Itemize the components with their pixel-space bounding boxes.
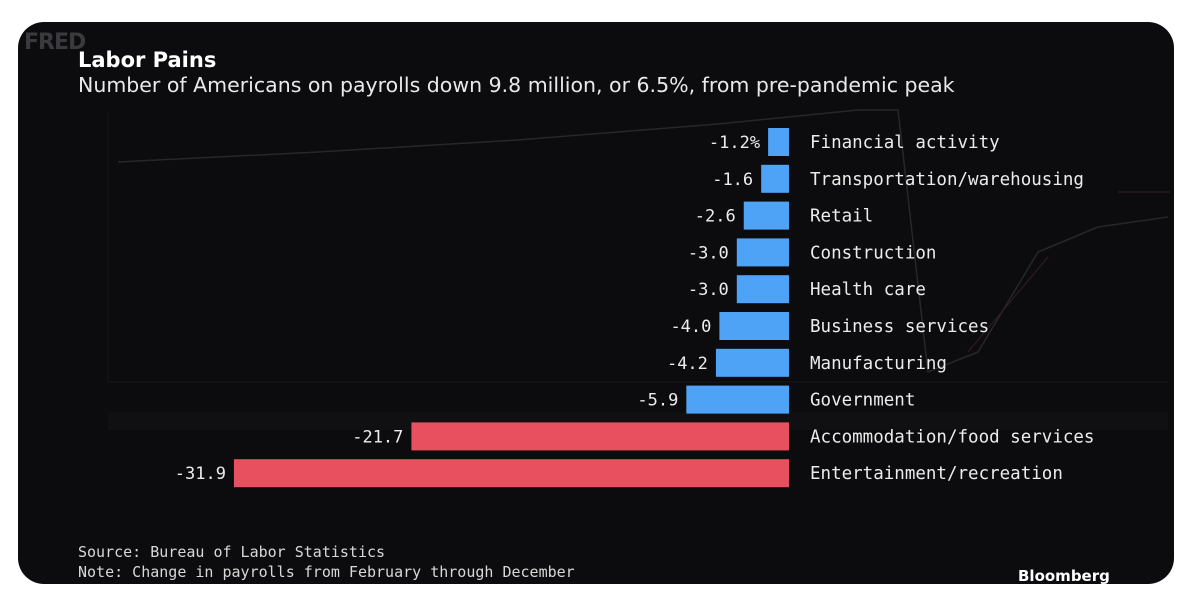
bloomberg-logo: Bloomberg bbox=[1018, 567, 1110, 584]
chart-footer: Source: Bureau of Labor Statistics Note:… bbox=[78, 542, 575, 582]
category-label: Manufacturing bbox=[810, 354, 947, 374]
category-label: Entertainment/recreation bbox=[810, 464, 1063, 484]
category-label: Health care bbox=[810, 280, 926, 300]
category-label: Accommodation/food services bbox=[810, 427, 1094, 447]
bar-retail bbox=[743, 201, 789, 230]
chart-title: Labor Pains bbox=[78, 48, 217, 72]
value-label: -4.0 bbox=[670, 317, 711, 337]
value-label: -3.0 bbox=[688, 280, 729, 300]
category-label: Retail bbox=[810, 207, 873, 227]
bar-government bbox=[686, 385, 789, 414]
bar-accommodation-food-services bbox=[411, 422, 789, 451]
category-label: Transportation/warehousing bbox=[810, 170, 1084, 190]
bar-financial-activity bbox=[768, 128, 789, 156]
background-ghost-chart bbox=[107, 109, 1170, 430]
value-label: -31.9 bbox=[175, 464, 226, 484]
category-label: Business services bbox=[810, 317, 989, 337]
bar-chart: -1.2% Financial activity -1.6 Transportatio… bbox=[175, 128, 1094, 488]
chart-subtitle: Number of Americans on payrolls down 9.8… bbox=[78, 73, 955, 97]
value-label: -3.0 bbox=[688, 243, 729, 263]
bar-transportation-warehousing bbox=[761, 164, 789, 193]
bar-construction bbox=[736, 238, 789, 267]
category-label: Government bbox=[810, 391, 915, 411]
fred-watermark-logo: FRED bbox=[24, 30, 86, 55]
bar-manufacturing bbox=[715, 348, 789, 377]
bar-health-care bbox=[736, 275, 789, 304]
value-label: -21.7 bbox=[352, 427, 403, 447]
value-label: -1.6 bbox=[712, 170, 753, 190]
category-label: Financial activity bbox=[810, 133, 1000, 153]
source-note: Source: Bureau of Labor Statistics bbox=[78, 543, 386, 561]
category-label: Construction bbox=[810, 243, 936, 263]
method-note: Note: Change in payrolls from February t… bbox=[78, 563, 575, 581]
bar-entertainment-recreation bbox=[233, 459, 789, 488]
value-label: -5.9 bbox=[637, 391, 678, 411]
value-label: -4.2 bbox=[667, 354, 708, 374]
chart-frame: FRED Labor Pains Number of Americans on … bbox=[18, 22, 1174, 584]
value-label: -1.2% bbox=[709, 133, 760, 153]
value-label: -2.6 bbox=[695, 207, 736, 227]
bar-business-services bbox=[719, 312, 789, 340]
